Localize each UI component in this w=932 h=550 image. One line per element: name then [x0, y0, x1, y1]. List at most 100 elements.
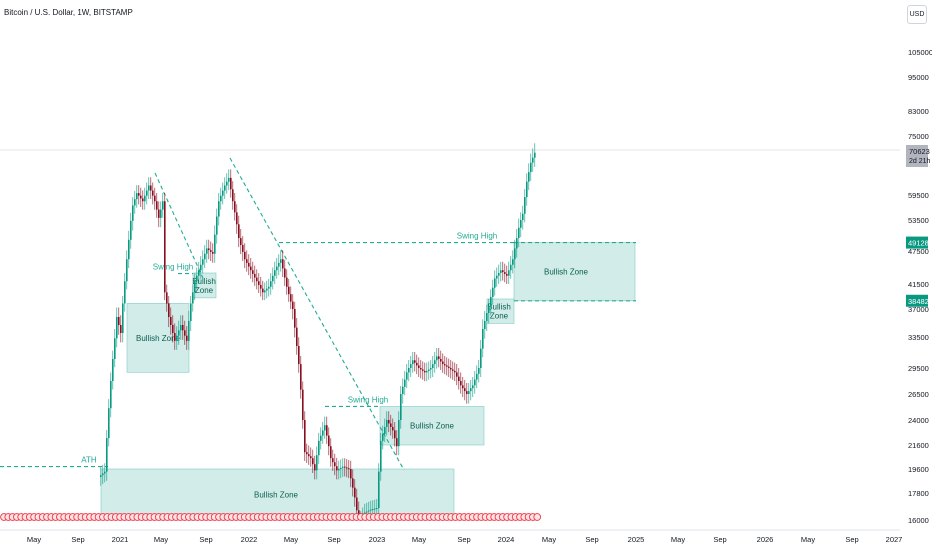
candle-body: [460, 381, 462, 386]
candle-body: [304, 420, 306, 453]
candle-body: [418, 365, 420, 368]
candle-body: [532, 157, 534, 163]
candle-body: [492, 287, 494, 297]
candle-body: [388, 420, 390, 424]
candle-body: [184, 330, 186, 336]
candle-body: [124, 281, 126, 304]
candle-body: [146, 190, 148, 196]
candle-body: [324, 425, 326, 431]
x-tick-label: May: [671, 535, 685, 544]
candle-body: [484, 321, 486, 329]
candle-body: [480, 348, 482, 368]
candle-body: [100, 475, 102, 477]
candle-body: [380, 440, 382, 472]
candle-body: [260, 284, 262, 289]
candle-body: [318, 440, 320, 456]
x-tick-label: 2026: [757, 535, 774, 544]
candle-body: [444, 364, 446, 366]
x-tick-label: 2024: [498, 535, 515, 544]
candle-body: [476, 373, 478, 380]
candle-body: [242, 244, 244, 252]
x-tick-label: Sep: [327, 535, 340, 544]
candle-body: [342, 466, 344, 468]
x-tick-label: May: [412, 535, 426, 544]
y-tick-label: 53500: [908, 216, 929, 225]
y-tick-label: 37000: [908, 305, 929, 314]
candle-body: [250, 266, 252, 271]
events-layer: [0, 513, 542, 521]
candle-body: [136, 193, 138, 200]
candle-body: [498, 273, 500, 276]
candle-body: [452, 369, 454, 371]
candle-body: [182, 325, 184, 331]
event-marker: [533, 513, 542, 521]
candle-body: [402, 386, 404, 394]
candle-body: [294, 309, 296, 328]
candle-body: [292, 301, 294, 309]
currency-button[interactable]: USD: [907, 5, 927, 24]
candle-body: [240, 238, 242, 245]
candle-body: [214, 234, 216, 254]
candle-body: [252, 270, 254, 274]
y-tick-label: 83000: [908, 107, 929, 116]
symbol-title: Bitcoin / U.S. Dollar, 1W, BITSTAMP: [4, 8, 133, 17]
candle-body: [520, 220, 522, 228]
candle-body: [470, 388, 472, 392]
candle-body: [142, 198, 144, 202]
candle-body: [350, 469, 352, 479]
dashed-trend-line: [154, 172, 204, 279]
candle-body: [526, 181, 528, 198]
candle-body: [306, 452, 308, 455]
candle-body: [246, 259, 248, 263]
candle-body: [208, 248, 210, 251]
candle-body: [370, 509, 372, 511]
candle-body: [200, 264, 202, 271]
candle-body: [128, 239, 130, 260]
candle-body: [392, 426, 394, 431]
candle-body: [366, 511, 368, 513]
candle-body: [326, 425, 328, 436]
candle-body: [254, 273, 256, 278]
x-tick-label: 2025: [628, 535, 645, 544]
x-tick-label: May: [27, 535, 41, 544]
candle-body: [276, 266, 278, 271]
candle-body: [206, 248, 208, 254]
y-tick-label: 26500: [908, 390, 929, 399]
candle-body: [156, 201, 158, 210]
zone-label: Bullish Zone: [254, 491, 299, 500]
candle-body: [410, 364, 412, 368]
x-tick-label: Sep: [71, 535, 84, 544]
candle-body: [266, 288, 268, 291]
candle-body: [162, 201, 164, 210]
y-tick-label: 19600: [908, 465, 929, 474]
candle-body: [386, 420, 388, 427]
last-price-badge: [906, 145, 928, 167]
candle-body: [310, 456, 312, 459]
candle-body: [188, 321, 190, 341]
candle-body: [284, 268, 286, 278]
candle-body: [486, 313, 488, 321]
candle-body: [110, 381, 112, 409]
candle-body: [172, 325, 174, 333]
candle-body: [314, 464, 316, 471]
y-tick-label: 75000: [908, 132, 929, 141]
candle-body: [450, 368, 452, 370]
annotation-label: ATH: [81, 456, 97, 465]
candle-body: [442, 361, 444, 365]
candle-body: [502, 270, 504, 273]
candle-body: [178, 330, 180, 336]
x-tick-label: 2021: [112, 535, 129, 544]
candle-body: [150, 185, 152, 191]
candle-body: [530, 162, 532, 173]
candle-body: [336, 466, 338, 471]
candle-body: [472, 385, 474, 389]
candle-body: [282, 259, 284, 269]
candle-body: [174, 333, 176, 341]
candle-body: [244, 251, 246, 260]
candle-body: [238, 224, 240, 239]
candle-body: [278, 262, 280, 267]
candle-body: [468, 391, 470, 394]
candle-body: [500, 270, 502, 273]
bullish-zone: [100, 468, 455, 521]
